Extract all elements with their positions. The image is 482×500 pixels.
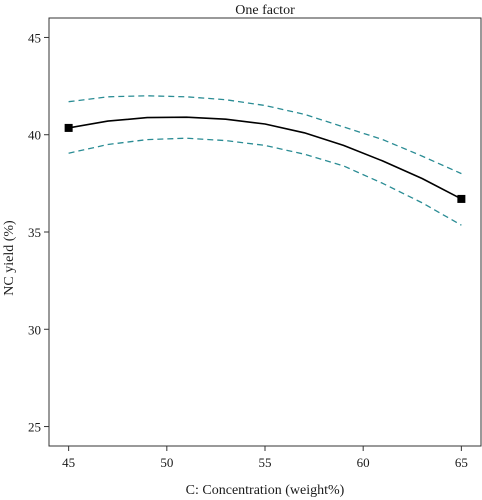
x-axis: 45 50 55 60 65 <box>62 446 468 470</box>
x-tick-label: 50 <box>160 455 173 470</box>
y-tick-label: 40 <box>28 128 41 143</box>
x-tick-label: 55 <box>259 455 272 470</box>
x-tick-label: 45 <box>62 455 75 470</box>
series-layer <box>68 95 462 226</box>
data-point-marker <box>64 123 73 132</box>
series-line-1 <box>68 95 462 175</box>
y-tick-label: 30 <box>28 322 41 337</box>
design-points <box>64 123 466 203</box>
y-tick-label: 35 <box>28 225 41 240</box>
x-axis-label: C: Concentration (weight%) <box>186 483 345 498</box>
data-point-marker <box>457 194 466 203</box>
y-axis-label: NC yield (%) <box>2 220 17 296</box>
series-line-2 <box>68 137 462 226</box>
series-line-0 <box>68 116 462 200</box>
x-tick-label: 65 <box>455 455 468 470</box>
x-tick-label: 60 <box>357 455 370 470</box>
chart-title: One factor <box>235 3 295 18</box>
plot-frame <box>48 17 482 447</box>
y-axis: 25 30 35 40 45 <box>28 30 49 435</box>
y-tick-label: 45 <box>28 30 41 45</box>
y-tick-label: 25 <box>28 420 41 435</box>
